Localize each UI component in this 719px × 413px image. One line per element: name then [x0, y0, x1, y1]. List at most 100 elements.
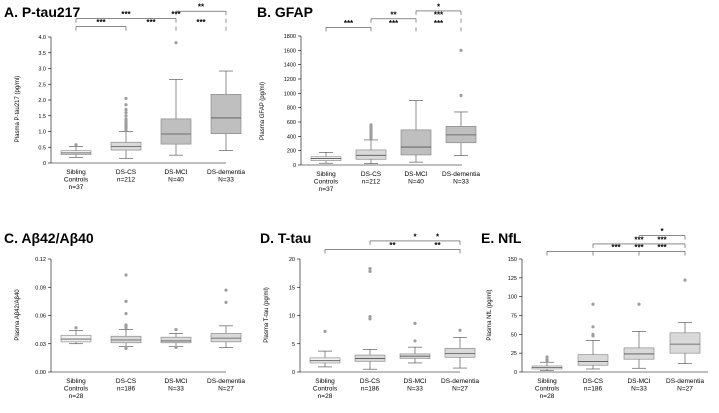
panel-e: E. NfL Plasma NfL (pg/ml) 0 25 50 75 100 125 1…: [481, 227, 708, 400]
significance-label: ***: [196, 18, 206, 27]
y-tick-label: 3.5: [38, 51, 46, 57]
y-tick-label: 1400: [284, 63, 296, 69]
significance-label: ***: [657, 235, 667, 244]
box: [210, 333, 242, 343]
category-label: n=28: [540, 393, 555, 400]
outlier-point: [459, 48, 463, 52]
y-tick-label: 1600: [284, 48, 296, 54]
outlier-point: [323, 329, 327, 333]
box: [160, 118, 192, 145]
category-label: N=27: [218, 386, 234, 393]
category-label: Sibling: [537, 378, 557, 385]
y-tick-label: 5: [292, 342, 295, 348]
significance-label: **: [389, 241, 396, 250]
category-label: DS-dementia: [207, 169, 245, 176]
category-label: N=33: [168, 386, 184, 393]
outlier-point: [591, 325, 595, 329]
y-tick-label: 0.12: [35, 257, 46, 263]
panel-title: C. Aβ42/Aβ40: [4, 230, 94, 246]
outlier-point: [124, 96, 128, 101]
category-label: DS-MCI: [403, 378, 426, 385]
outlier-point: [124, 312, 128, 316]
category-label: N=40: [168, 177, 184, 184]
significance-label: ***: [171, 10, 181, 19]
significance-label: ***: [96, 18, 106, 27]
category-label: n=212: [362, 179, 381, 186]
category-label: Sibling: [315, 378, 335, 385]
y-tick-label: 0: [514, 370, 517, 376]
outlier-point: [368, 317, 372, 321]
category-label: n=186: [117, 386, 136, 393]
box: [444, 347, 476, 358]
outlier-point: [74, 326, 78, 330]
outlier-point: [124, 111, 128, 115]
category-label: Sibling: [66, 378, 86, 385]
outlier-point: [174, 345, 178, 350]
category-label: Sibling: [316, 171, 336, 178]
outlier-point: [369, 123, 373, 127]
outlier-point: [683, 278, 687, 282]
y-tick-label: 800: [287, 106, 296, 112]
outlier-point: [637, 302, 641, 306]
y-axis-label: Plasma T-tau (pg/ml): [264, 287, 270, 343]
significance-label: *: [413, 232, 417, 241]
y-tick-label: 400: [287, 134, 296, 140]
category-label: N=27: [677, 386, 693, 393]
y-tick-label: 2.0: [38, 98, 46, 104]
category-label: Controls: [535, 386, 560, 393]
outlier-point: [74, 143, 78, 147]
significance-label: *: [436, 232, 440, 241]
category-label: Controls: [64, 386, 89, 393]
category-label: N=27: [452, 386, 468, 393]
panel-title: B. GFAP: [257, 4, 313, 20]
y-tick-label: 25: [511, 351, 517, 357]
outlier-point: [174, 328, 178, 332]
category-label: DS-MCI: [404, 171, 427, 178]
y-tick-label: 75: [511, 314, 517, 320]
outlier-point: [124, 107, 128, 112]
category-label: Controls: [314, 179, 339, 186]
y-tick-label: 1000: [284, 91, 296, 97]
category-label: N=40: [408, 179, 424, 186]
outlier-point: [124, 103, 128, 107]
box: [669, 332, 701, 354]
box: [110, 141, 142, 151]
outlier-point: [458, 328, 462, 332]
y-tick-label: 0: [293, 163, 296, 169]
y-axis-label: Plasma GFAP (pg/ml): [260, 82, 266, 140]
significance-label: ***: [657, 243, 667, 252]
y-tick-label: 150: [508, 257, 517, 263]
box: [210, 94, 242, 135]
panel-b: B. GFAP Plasma GFAP (pg/ml) 0 200 400 600 80…: [257, 2, 480, 193]
outlier-point: [368, 315, 372, 319]
y-axis-label: Plasma NfL (pg/ml): [487, 289, 493, 340]
significance-label: **: [198, 3, 205, 12]
panel-title: A. P-tau217: [4, 4, 80, 20]
box: [400, 129, 432, 156]
category-label: DS-CS: [116, 378, 137, 385]
category-label: n=212: [117, 177, 136, 184]
box: [355, 149, 387, 160]
outlier-point: [124, 117, 128, 121]
y-tick-label: 0.09: [35, 285, 46, 291]
panel-c: C. Aβ42/Aβ40 Plasma Aβ42/Aβ40 0.000.030.…: [4, 230, 245, 400]
y-tick-label: 0.5: [38, 145, 46, 151]
outlier-point: [413, 339, 417, 343]
category-label: n=186: [361, 386, 380, 393]
panel-a: A. P-tau217 Plasma P-tau217 (pg/ml) 0 0.5…: [4, 3, 245, 191]
significance-label: *: [660, 227, 664, 236]
outlier-point: [413, 321, 417, 326]
y-tick-label: 20: [289, 257, 295, 263]
category-label: N=33: [218, 177, 234, 184]
category-label: n=37: [319, 186, 334, 193]
y-tick-label: 15: [289, 285, 295, 291]
significance-label: ***: [434, 10, 444, 19]
y-tick-label: 1.0: [38, 130, 46, 136]
outlier-point: [124, 345, 128, 350]
significance-label: **: [390, 10, 397, 19]
box: [577, 354, 609, 366]
y-tick-label: 1200: [284, 77, 296, 83]
